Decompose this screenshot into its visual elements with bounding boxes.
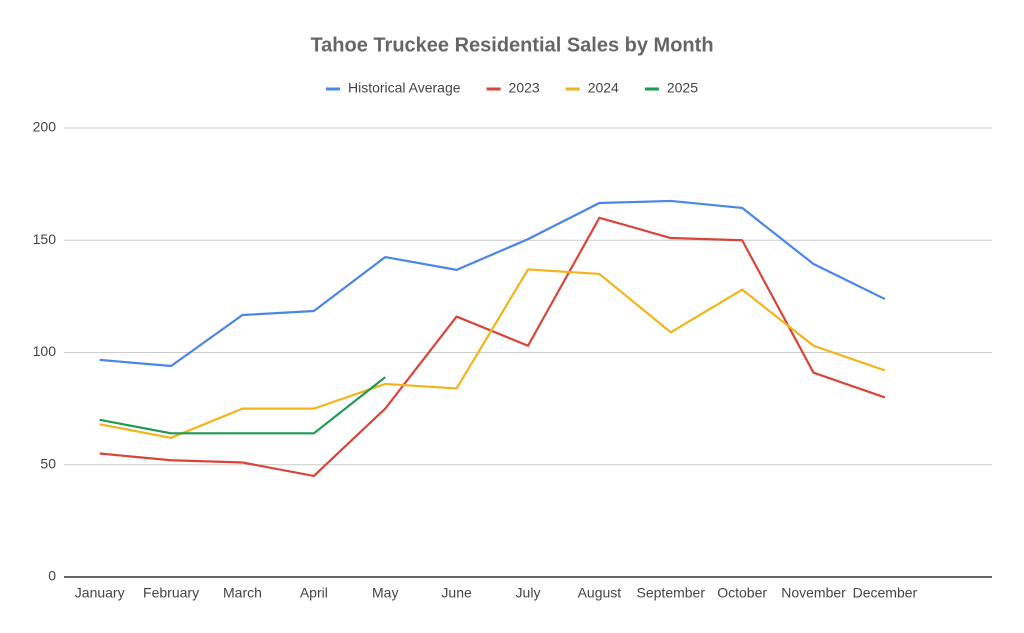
x-tick-label: March (223, 585, 262, 601)
series-line (99, 376, 386, 435)
x-tick-label: November (781, 585, 846, 601)
x-tick-label: May (372, 585, 398, 601)
y-tick-label: 200 (33, 119, 57, 135)
legend-label: 2023 (509, 80, 540, 96)
x-tick-label: September (637, 585, 706, 601)
legend-label: Historical Average (348, 80, 461, 96)
x-tick-label: April (300, 585, 328, 601)
x-tick-label: October (717, 585, 767, 601)
x-tick-label: February (143, 585, 199, 601)
chart-title: Tahoe Truckee Residential Sales by Month (310, 34, 713, 56)
legend-label: 2024 (588, 80, 619, 96)
x-tick-label: June (441, 585, 472, 601)
x-tick-label: December (853, 585, 918, 601)
y-tick-label: 0 (48, 568, 56, 584)
series-line (99, 268, 886, 439)
y-tick-label: 100 (33, 343, 57, 359)
series-line (99, 199, 886, 368)
y-tick-label: 150 (33, 231, 57, 247)
x-tick-label: July (516, 585, 541, 601)
series-line (99, 216, 886, 478)
legend-label: 2025 (667, 80, 698, 96)
y-tick-label: 50 (40, 455, 56, 471)
x-tick-label: August (578, 585, 622, 601)
x-tick-label: January (75, 585, 125, 601)
